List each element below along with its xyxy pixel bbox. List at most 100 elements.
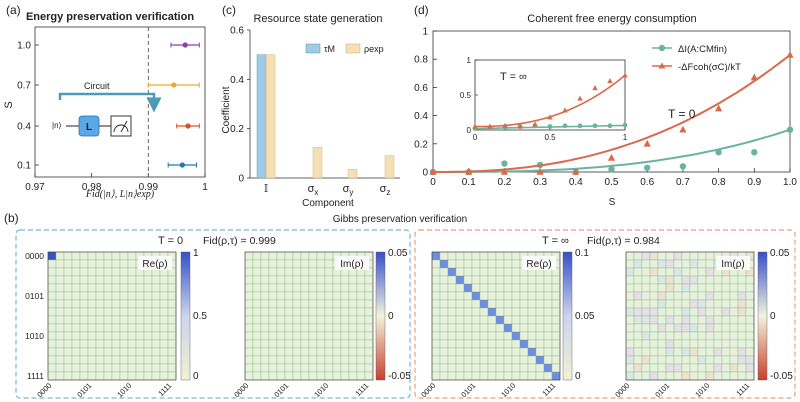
matrix-cell	[348, 283, 358, 293]
matrix-cell	[87, 307, 97, 317]
matrix-cell	[649, 339, 659, 349]
matrix-cell	[745, 299, 755, 309]
matrix-cell	[439, 315, 449, 325]
matrix-cell	[135, 315, 145, 325]
panel-c: (c) Resource state generation Coefficien…	[221, 3, 400, 209]
matrix-col-tick: 0101	[75, 381, 93, 399]
panel-d-title: Coherent free energy consumption	[527, 13, 696, 25]
matrix-cell	[625, 267, 635, 277]
matrix-cell	[487, 259, 497, 269]
matrix-cell	[455, 323, 465, 333]
matrix-cell	[705, 275, 715, 285]
matrix-cell	[673, 315, 683, 325]
matrix-cell	[332, 331, 342, 341]
matrix-cell	[63, 339, 73, 349]
matrix-cell	[689, 355, 699, 365]
matrix-cell	[657, 315, 667, 325]
matrix-cell	[479, 363, 489, 373]
matrix-cell	[79, 323, 89, 333]
matrix-cell	[431, 259, 441, 269]
matrix-cell	[244, 339, 254, 349]
matrix-cell	[681, 299, 691, 309]
matrix-cell	[543, 307, 553, 317]
matrix-cell	[745, 307, 755, 317]
matrix-cell	[455, 363, 465, 373]
matrix-cell	[721, 355, 731, 365]
matrix-cell	[244, 315, 254, 325]
matrix-col-tick: 1111	[540, 381, 557, 398]
matrix-cell	[260, 275, 270, 285]
matrix-cell	[167, 339, 177, 349]
matrix-cell	[292, 267, 302, 277]
matrix-cell	[276, 267, 286, 277]
matrix-cell	[633, 323, 643, 333]
matrix-cell	[657, 363, 667, 373]
panel-a-ytick-label: 0.7	[17, 81, 31, 92]
inset-point-triangle	[502, 122, 508, 128]
matrix-cell	[167, 355, 177, 365]
matrix-cell	[167, 283, 177, 293]
matrix-cell	[439, 347, 449, 357]
matrix-cell	[479, 299, 489, 309]
matrix-cell	[103, 307, 113, 317]
matrix-cell	[79, 339, 89, 349]
colorbar	[375, 251, 386, 381]
matrix-cell	[737, 275, 747, 285]
panel-a: (a) Energy preservation verification S 0…	[3, 3, 208, 200]
matrix-cell	[625, 363, 635, 373]
matrix-cell	[737, 323, 747, 333]
matrix-cell	[292, 323, 302, 333]
matrix-cell	[681, 259, 691, 269]
matrix-cell	[625, 275, 635, 285]
matrix-cell	[284, 371, 294, 381]
matrix-cell	[543, 371, 553, 381]
matrix-cell	[447, 267, 457, 277]
matrix-cell	[471, 299, 481, 309]
matrix-cell	[135, 331, 145, 341]
panel-c-ytick-label: 0.6	[230, 26, 244, 37]
matrix-cell	[487, 363, 497, 373]
matrix-cell	[119, 315, 129, 325]
matrix-cell	[657, 347, 667, 357]
panel-d-point-circle	[501, 160, 508, 167]
matrix-cell	[151, 307, 161, 317]
matrix-cell	[633, 251, 643, 261]
gibbs-group: T = ∞ Fid(ρ,τ) = 0.984 Re(ρ) 0000 0101 1010 11…	[414, 229, 796, 399]
matrix-cell	[665, 267, 675, 277]
panel-c-xtick-label: σz	[380, 183, 391, 197]
matrix-col-tick: 0101	[272, 381, 290, 399]
legend-label-mutual-info: ΔI(A:CMfin)	[678, 44, 727, 55]
matrix-cell	[665, 251, 675, 261]
matrix-cell	[260, 291, 270, 301]
matrix-cell	[479, 251, 489, 261]
matrix-cell	[439, 331, 449, 341]
matrix-cell	[527, 315, 537, 325]
panel-d-fit-line	[433, 128, 791, 173]
matrix-cell	[292, 283, 302, 293]
matrix-cell	[495, 275, 505, 285]
matrix-cell	[641, 259, 651, 269]
matrix-cell	[300, 251, 310, 261]
matrix-cell	[543, 299, 553, 309]
matrix-cell	[447, 299, 457, 309]
matrix-cell	[511, 275, 521, 285]
matrix-cell	[87, 259, 97, 269]
matrix-cell	[340, 307, 350, 317]
matrix-cell	[665, 339, 675, 349]
matrix-cell	[673, 339, 683, 349]
matrix-cell	[447, 323, 457, 333]
matrix-cell	[151, 355, 161, 365]
matrix-cell	[276, 315, 286, 325]
matrix-cell	[455, 339, 465, 349]
matrix-cell	[721, 347, 731, 357]
panel-d: (d) Coherent free energy consumption 0 0.…	[414, 3, 797, 208]
panel-a-xtick-label: 0.97	[25, 182, 45, 193]
matrix-cell	[729, 363, 739, 373]
matrix-cell	[55, 267, 65, 277]
matrix-cell	[127, 251, 137, 261]
matrix-cell	[495, 259, 505, 269]
matrix-cell	[487, 355, 497, 365]
matrix-cell	[111, 251, 121, 261]
matrix-cell	[364, 331, 374, 341]
panel-a-xtick-label: 1	[202, 182, 208, 193]
